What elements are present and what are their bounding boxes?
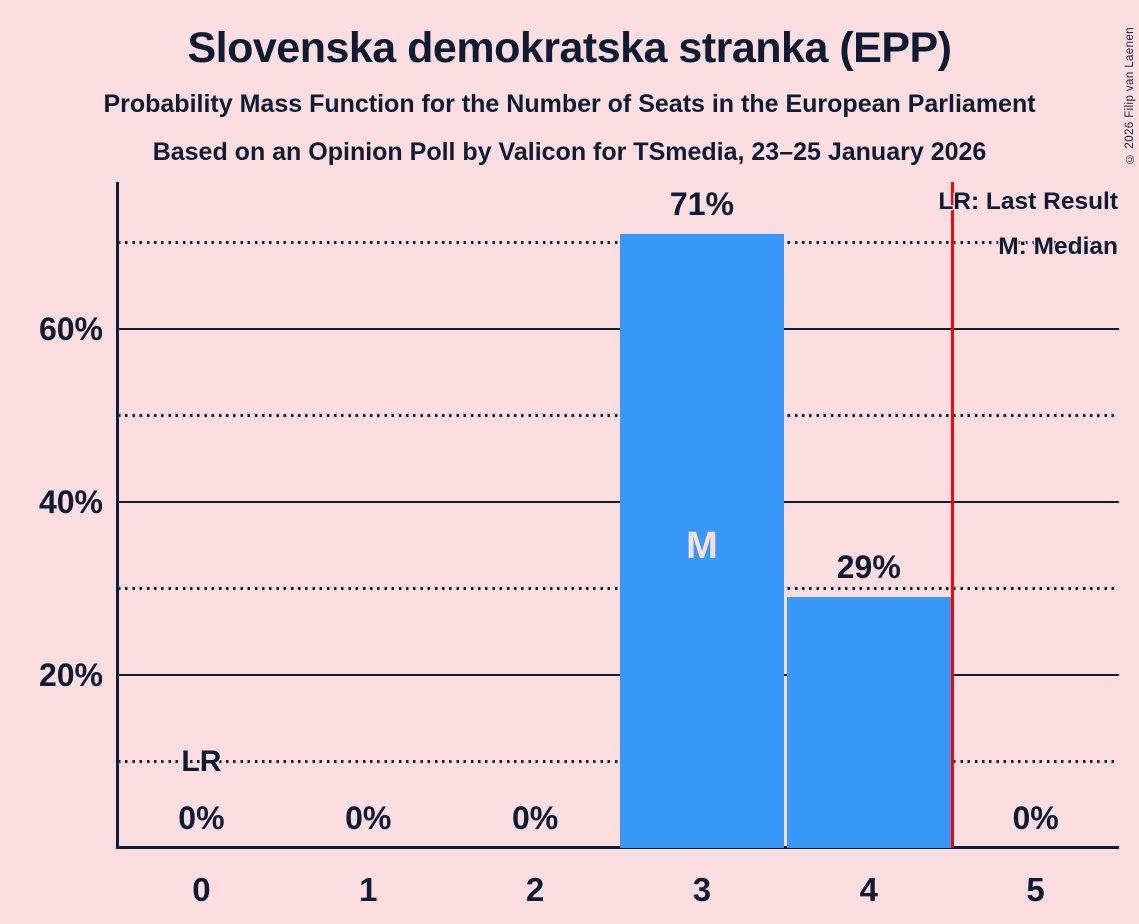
gridline-solid-40 [118,500,1119,504]
bar-value-label-4: 29% [836,549,901,586]
legend-lr-label: LR: Last Result [938,188,1118,215]
bar-value-label-0: 0% [178,800,225,836]
x-tick-label-1: 1 [359,871,378,908]
bar-seats-4 [786,597,951,848]
last-result-label: LR [181,744,222,778]
subtitle-poll: Based on an Opinion Poll by Valicon for … [152,138,987,166]
y-tick-label-20: 20% [38,657,103,693]
bar-value-label-3: 71% [669,185,734,222]
y-tick-label-60: 60% [38,311,103,348]
gridline-solid-60 [118,327,1119,331]
x-tick-label-5: 5 [1026,871,1045,908]
y-axis-line [116,182,119,848]
gridline-dotted-50 [118,414,1119,417]
legend-m-label: M: Median [998,233,1118,260]
gridline-dotted-70 [118,241,1119,244]
x-tick-label-0: 0 [192,871,211,908]
legend: LR: Last Result M: Median [938,179,1118,269]
x-axis-line [116,846,1119,849]
page-title: Slovenska demokratska stranka (EPP) [187,24,952,72]
gridline-dotted-30 [118,587,1119,590]
x-tick-label-2: 2 [525,871,545,908]
x-tick-label-3: 3 [692,871,712,908]
gridline-solid-20 [118,673,1119,677]
plot-area: 0% 0% 0% 71% 29% 0% M LR 0 1 2 3 4 5 [118,182,1119,908]
bar-value-label-5: 0% [1012,800,1059,836]
x-tick-label-4: 4 [859,871,878,908]
gridline-dotted-10 [118,760,1119,763]
y-tick-label-40: 40% [38,484,103,521]
median-marker: M [686,524,718,567]
bar-value-label-1: 0% [345,800,392,836]
last-result-line [950,182,954,848]
subtitle-pmf: Probability Mass Function for the Number… [103,90,1036,118]
bar-seats-3 [619,233,785,848]
bar-value-label-2: 0% [511,800,559,836]
